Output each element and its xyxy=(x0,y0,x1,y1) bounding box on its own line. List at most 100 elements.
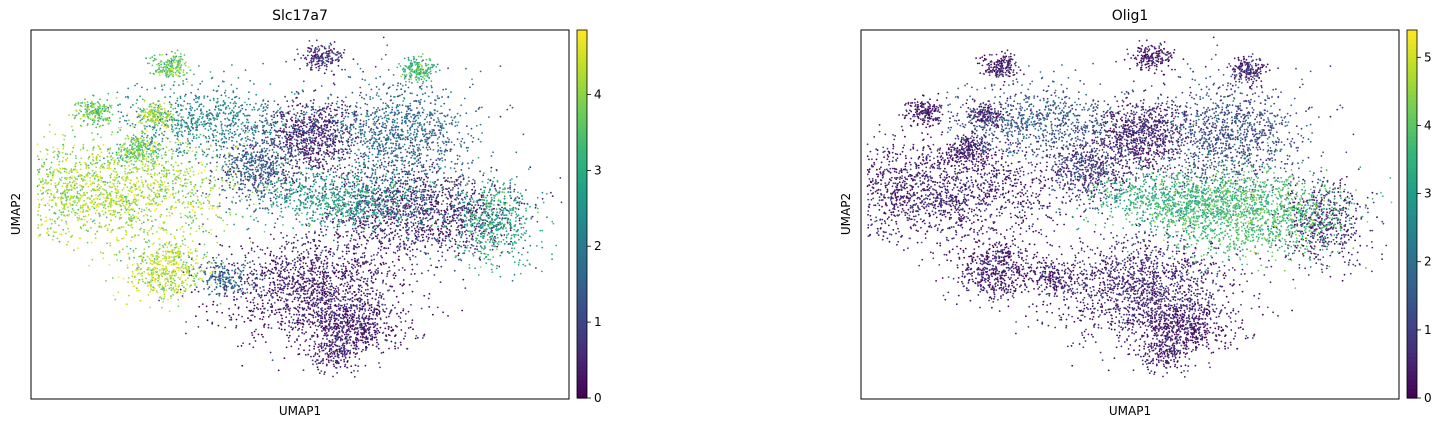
cell-point xyxy=(322,136,324,138)
cell-point xyxy=(367,341,369,343)
cell-point xyxy=(372,172,374,174)
cell-point xyxy=(293,113,295,115)
cell-point xyxy=(264,295,266,297)
cell-point xyxy=(221,245,223,247)
cell-point xyxy=(344,364,346,366)
cell-point xyxy=(402,194,404,196)
cell-point xyxy=(307,293,309,295)
cell-point xyxy=(319,68,321,70)
cell-point xyxy=(354,332,356,334)
cell-point xyxy=(352,228,354,230)
cell-point xyxy=(286,335,288,337)
cell-point xyxy=(436,121,438,123)
cell-point xyxy=(347,298,349,300)
cell-point xyxy=(365,336,367,338)
cell-point xyxy=(280,264,282,266)
cell-point xyxy=(311,64,313,66)
cell-point xyxy=(303,125,305,127)
cell-point xyxy=(305,354,307,356)
cell-point xyxy=(345,316,347,318)
cell-point xyxy=(356,322,358,324)
cell-point xyxy=(329,286,331,288)
cell-point xyxy=(309,283,311,285)
cell-point xyxy=(379,294,381,296)
cell-point xyxy=(277,287,279,289)
cell-point xyxy=(329,341,331,343)
cell-point xyxy=(367,261,369,263)
cell-point xyxy=(401,235,403,237)
cell-point xyxy=(303,111,305,113)
cell-point xyxy=(348,284,350,286)
cell-point xyxy=(451,201,453,203)
cell-point xyxy=(316,363,318,365)
cell-point xyxy=(316,274,318,276)
cell-point xyxy=(280,156,282,158)
cell-point xyxy=(422,337,424,339)
cell-point xyxy=(354,356,356,358)
cell-point xyxy=(342,263,344,265)
cell-point xyxy=(410,273,412,275)
cell-point xyxy=(397,233,399,235)
cell-point xyxy=(377,333,379,335)
cell-point xyxy=(270,163,272,165)
cell-point xyxy=(395,252,397,254)
cell-point xyxy=(291,125,293,127)
cell-point xyxy=(301,332,303,334)
cell-point xyxy=(343,101,345,103)
cell-point xyxy=(423,196,425,198)
cell-point xyxy=(296,139,298,141)
cell-point xyxy=(518,205,520,207)
cell-point xyxy=(420,250,422,252)
cell-point xyxy=(303,131,305,133)
cell-point xyxy=(317,260,319,262)
cell-point xyxy=(373,254,375,256)
cell-point xyxy=(371,276,373,278)
cell-point xyxy=(312,281,314,283)
cell-point xyxy=(350,240,352,242)
cell-point xyxy=(453,214,455,216)
cell-point xyxy=(306,150,308,152)
cell-point xyxy=(281,149,283,151)
cell-point xyxy=(276,295,278,297)
cell-point xyxy=(265,137,267,139)
cell-point xyxy=(470,200,472,202)
cell-point xyxy=(331,349,333,351)
cell-point xyxy=(356,271,358,273)
cell-point xyxy=(242,293,244,295)
cell-point xyxy=(359,204,361,206)
cell-point xyxy=(344,244,346,246)
cell-point xyxy=(375,330,377,332)
cell-point xyxy=(279,258,281,260)
cell-point xyxy=(223,170,225,172)
cell-point xyxy=(276,293,278,295)
cell-point xyxy=(347,339,349,341)
cell-point xyxy=(320,161,322,163)
cell-point xyxy=(419,204,421,206)
cell-point xyxy=(270,293,272,295)
cell-point xyxy=(244,292,246,294)
cell-point xyxy=(255,285,257,287)
cell-point xyxy=(271,272,273,274)
cell-point xyxy=(450,230,452,232)
cell-point xyxy=(284,357,286,359)
cell-point xyxy=(287,288,289,290)
cell-point xyxy=(234,265,236,267)
cell-point xyxy=(385,283,387,285)
cell-point xyxy=(292,293,294,295)
cell-point xyxy=(354,260,356,262)
cell-point xyxy=(326,147,328,149)
cell-point xyxy=(304,139,306,141)
cell-point xyxy=(380,243,382,245)
cell-point xyxy=(351,293,353,295)
cell-point xyxy=(428,238,430,240)
cell-point xyxy=(344,366,346,368)
cell-point xyxy=(330,308,332,310)
cell-point xyxy=(312,323,314,325)
cell-point xyxy=(445,235,447,237)
cell-point xyxy=(339,322,341,324)
cell-point xyxy=(348,251,350,253)
cell-point xyxy=(330,44,332,46)
cell-point xyxy=(442,200,444,202)
cell-point xyxy=(446,208,448,210)
cell-point xyxy=(413,194,415,196)
